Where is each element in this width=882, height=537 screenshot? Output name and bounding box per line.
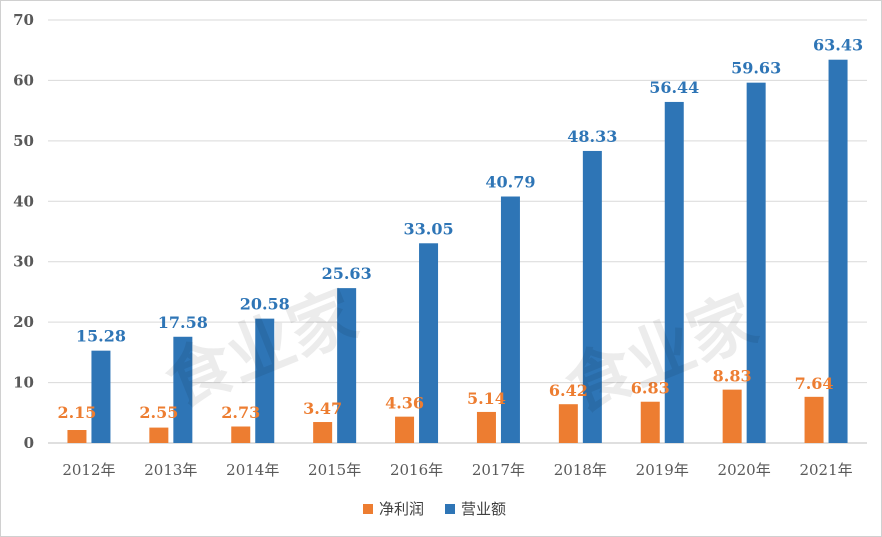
y-tick-label: 30: [13, 253, 34, 271]
bar-revenue-2021年: [828, 59, 848, 444]
x-tick-label: 2015年: [308, 461, 361, 479]
x-tick-label: 2012年: [62, 461, 115, 479]
legend: 净利润 营业额: [363, 500, 506, 518]
data-label-profit: 7.64: [795, 374, 834, 393]
data-labels: 2.15 2.55 2.73 3.47 4.36 5.14 6.42 6.83 8.83 7.64…: [57, 36, 863, 422]
data-label-revenue: 17.58: [158, 313, 208, 332]
bar-profit-2015年: [313, 422, 333, 443]
y-tick-label: 0: [24, 434, 34, 452]
legend-swatch-profit: [363, 504, 373, 514]
bar-profit-2014年: [231, 426, 251, 443]
data-label-revenue: 40.79: [485, 173, 535, 192]
data-label-revenue: 63.43: [813, 36, 863, 55]
data-label-profit: 2.73: [221, 403, 260, 422]
bar-revenue-2019年: [664, 101, 684, 444]
data-label-revenue: 48.33: [567, 127, 617, 146]
y-tick-label: 10: [13, 374, 34, 392]
legend-swatch-revenue: [445, 504, 455, 514]
data-label-revenue: 59.63: [731, 59, 781, 78]
data-label-profit: 6.42: [549, 381, 588, 400]
x-tick-label: 2013年: [144, 461, 197, 479]
y-tick-label: 20: [13, 313, 34, 331]
bar-profit-2019年: [640, 401, 660, 443]
bar-profit-2013年: [149, 427, 169, 443]
bar-revenue-2013年: [173, 336, 193, 443]
x-tick-label: 2016年: [390, 461, 443, 479]
x-tick-label: 2021年: [799, 461, 852, 479]
y-tick-label: 50: [13, 132, 34, 150]
x-tick-label: 2019年: [636, 461, 689, 479]
data-label-profit: 2.15: [57, 403, 96, 422]
bar-revenue-2016年: [419, 243, 439, 443]
x-tick-label: 2018年: [554, 461, 607, 479]
legend-label-revenue: 营业额: [461, 500, 506, 518]
legend-label-profit: 净利润: [379, 500, 424, 518]
bars: [67, 59, 848, 444]
bar-revenue-2017年: [500, 196, 520, 443]
data-label-profit: 6.83: [631, 379, 670, 398]
data-label-profit: 3.47: [303, 399, 342, 418]
bar-revenue-2018年: [582, 150, 602, 443]
bar-revenue-2020年: [746, 82, 766, 443]
bar-revenue-2012年: [91, 350, 111, 443]
bar-profit-2021年: [804, 396, 824, 443]
data-label-profit: 4.36: [385, 394, 424, 413]
y-tick-label: 70: [13, 11, 34, 29]
y-tick-label: 40: [13, 192, 34, 210]
data-label-profit: 8.83: [713, 367, 752, 386]
x-axis-ticks: 2012年 2013年 2014年 2015年 2016年 2017年 2018年 2019年…: [62, 461, 852, 479]
y-tick-label: 60: [13, 71, 34, 89]
bar-profit-2017年: [476, 411, 496, 443]
data-label-revenue: 33.05: [403, 219, 453, 238]
data-label-revenue: 15.28: [76, 327, 126, 346]
data-label-revenue: 56.44: [649, 78, 699, 97]
x-tick-label: 2014年: [226, 461, 279, 479]
bar-profit-2018年: [558, 404, 578, 443]
bar-profit-2020年: [722, 389, 742, 443]
bar-profit-2016年: [395, 416, 415, 443]
data-label-profit: 5.14: [467, 389, 506, 408]
x-tick-label: 2020年: [718, 461, 771, 479]
y-axis-ticks: 0 10 20 30 40 50 60 70: [13, 11, 34, 452]
data-label-revenue: 25.63: [322, 264, 372, 283]
x-tick-label: 2017年: [472, 461, 525, 479]
data-label-revenue: 20.58: [240, 295, 290, 314]
data-label-profit: 2.55: [139, 403, 178, 422]
bar-profit-2012年: [67, 430, 87, 443]
bar-revenue-2014年: [255, 318, 275, 443]
bar-revenue-2015年: [337, 288, 357, 443]
